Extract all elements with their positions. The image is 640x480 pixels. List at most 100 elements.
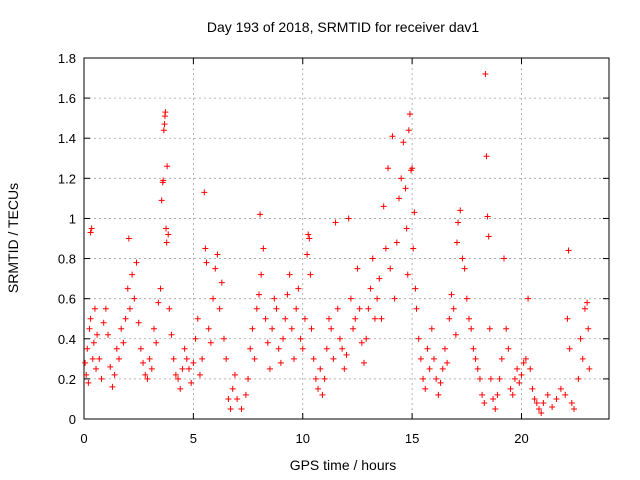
data-point xyxy=(391,295,398,302)
data-point xyxy=(450,305,457,312)
data-point xyxy=(317,365,324,372)
data-point xyxy=(93,365,100,372)
axes-layer: 0 0.2 0.4 0.6 0.8 1 1.2 1.4 1.6 1.8 0 5 10 15 20 xyxy=(58,51,610,446)
data-point xyxy=(501,255,507,262)
data-point xyxy=(293,305,300,312)
data-point xyxy=(336,335,343,342)
data-point xyxy=(100,319,107,326)
data-point xyxy=(301,315,308,322)
data-point xyxy=(479,391,486,398)
data-point xyxy=(564,315,571,322)
data-point xyxy=(321,375,328,382)
data-point xyxy=(354,265,361,272)
data-point xyxy=(315,385,322,392)
data-point xyxy=(398,175,405,182)
data-point xyxy=(319,391,326,398)
data-point xyxy=(509,391,516,398)
data-point xyxy=(163,225,170,232)
y-tick-label: 1.4 xyxy=(58,131,76,146)
data-point xyxy=(584,299,591,306)
data-point xyxy=(158,197,165,204)
data-point xyxy=(422,385,429,392)
plot-frame xyxy=(83,57,610,420)
data-point xyxy=(242,391,249,398)
grid-layer xyxy=(84,58,609,419)
data-point xyxy=(251,355,258,362)
data-point xyxy=(389,133,396,140)
data-point xyxy=(585,325,592,332)
data-point xyxy=(468,325,475,332)
data-point xyxy=(507,385,514,392)
data-point xyxy=(142,371,149,378)
data-point xyxy=(160,177,167,184)
data-point xyxy=(238,405,245,412)
data-point xyxy=(312,375,319,382)
data-point xyxy=(486,325,493,332)
data-point xyxy=(431,355,437,362)
data-point xyxy=(345,215,352,222)
data-point xyxy=(262,315,269,322)
data-point xyxy=(527,365,534,372)
data-point xyxy=(490,395,497,402)
data-point xyxy=(282,315,289,322)
data-point xyxy=(485,233,492,240)
data-point xyxy=(148,365,155,372)
data-point xyxy=(165,231,172,238)
data-point xyxy=(188,379,195,386)
data-point xyxy=(258,271,265,278)
y-tick-label: 0 xyxy=(69,412,76,427)
data-point xyxy=(118,325,125,332)
data-point xyxy=(522,355,529,362)
data-point xyxy=(113,345,120,352)
data-point xyxy=(415,335,422,342)
data-point xyxy=(525,295,532,302)
data-point xyxy=(350,325,357,332)
data-point xyxy=(291,355,297,362)
data-point xyxy=(94,331,101,338)
x-axis-label: GPS time / hours xyxy=(290,457,397,473)
data-point xyxy=(400,139,407,146)
data-point xyxy=(83,371,90,378)
data-point xyxy=(146,355,153,362)
data-point xyxy=(457,207,464,214)
data-point xyxy=(472,355,479,362)
data-point xyxy=(544,391,551,398)
data-point xyxy=(207,339,214,346)
data-point xyxy=(135,319,142,326)
data-point xyxy=(487,375,494,382)
data-point xyxy=(575,375,582,382)
data-point xyxy=(196,371,203,378)
data-point xyxy=(131,295,138,302)
data-point xyxy=(310,355,317,362)
data-point xyxy=(186,365,192,372)
data-point xyxy=(162,109,169,116)
data-point xyxy=(474,365,481,372)
data-point xyxy=(378,315,385,322)
data-point xyxy=(264,339,271,346)
data-point xyxy=(385,165,392,172)
data-point xyxy=(91,305,98,312)
data-point xyxy=(249,325,256,332)
data-point xyxy=(571,405,577,412)
data-point xyxy=(494,391,501,398)
data-point xyxy=(404,271,411,278)
chart-title: Day 193 of 2018, SRMTID for receiver dav… xyxy=(207,19,480,35)
data-point xyxy=(403,225,410,232)
data-point xyxy=(586,365,593,372)
x-tick-label: 0 xyxy=(80,431,87,446)
data-point xyxy=(405,127,412,134)
data-point xyxy=(105,331,112,338)
data-point xyxy=(183,355,190,362)
data-point xyxy=(511,375,518,382)
data-point xyxy=(269,325,276,332)
data-point xyxy=(402,185,409,192)
data-point xyxy=(453,239,460,246)
data-point xyxy=(166,305,173,312)
data-point xyxy=(361,359,367,366)
data-point xyxy=(245,375,252,382)
data-point xyxy=(231,371,238,378)
data-point xyxy=(435,391,442,398)
data-point xyxy=(214,251,221,258)
data-point xyxy=(256,291,262,298)
data-point xyxy=(286,271,293,278)
